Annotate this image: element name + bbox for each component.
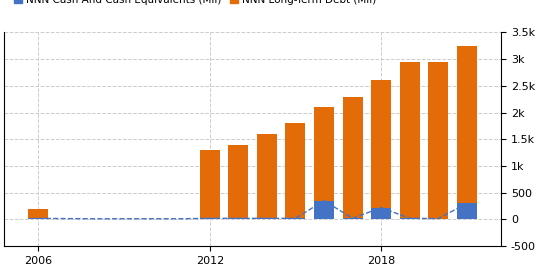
Bar: [171, 219, 191, 220]
Bar: [342, 96, 362, 220]
Bar: [286, 123, 306, 220]
Bar: [286, 218, 306, 220]
Legend: NNN Cash And Cash Equivalents (Mil), NNN Long-Term Debt (Mil): NNN Cash And Cash Equivalents (Mil), NNN…: [9, 0, 381, 9]
Bar: [400, 62, 420, 220]
Bar: [29, 209, 49, 220]
Bar: [200, 218, 220, 220]
Bar: [29, 218, 49, 220]
Bar: [342, 218, 362, 220]
Bar: [457, 46, 477, 220]
Bar: [228, 218, 248, 220]
Bar: [257, 218, 277, 220]
Bar: [428, 219, 448, 220]
Bar: [57, 219, 77, 220]
Bar: [457, 203, 477, 220]
Bar: [114, 219, 134, 220]
Bar: [257, 134, 277, 220]
Bar: [143, 219, 163, 220]
Bar: [85, 219, 105, 220]
Bar: [428, 62, 448, 220]
Bar: [371, 208, 391, 220]
Bar: [371, 80, 391, 220]
Bar: [400, 218, 420, 220]
Bar: [314, 107, 334, 220]
Bar: [314, 201, 334, 220]
Bar: [228, 145, 248, 220]
Bar: [200, 150, 220, 220]
